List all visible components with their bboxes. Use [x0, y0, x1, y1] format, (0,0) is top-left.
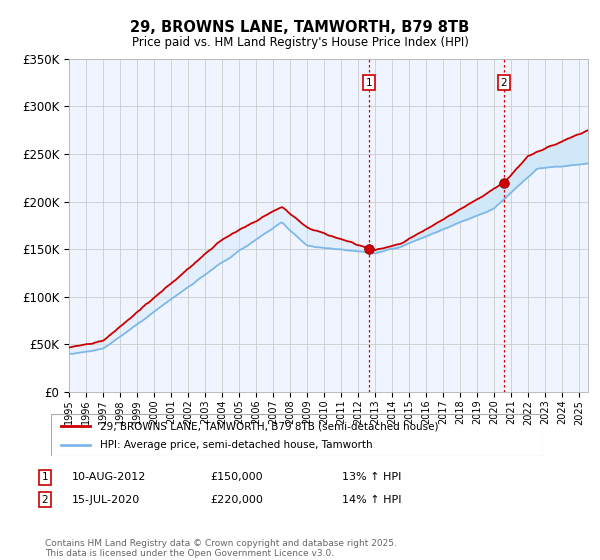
Text: 14% ↑ HPI: 14% ↑ HPI [342, 494, 401, 505]
Text: 13% ↑ HPI: 13% ↑ HPI [342, 472, 401, 482]
Text: £220,000: £220,000 [210, 494, 263, 505]
Text: Contains HM Land Registry data © Crown copyright and database right 2025.
This d: Contains HM Land Registry data © Crown c… [45, 539, 397, 558]
Text: 2: 2 [500, 78, 507, 87]
Text: 1: 1 [41, 472, 49, 482]
Text: £150,000: £150,000 [210, 472, 263, 482]
Text: 1: 1 [365, 78, 372, 87]
Text: 15-JUL-2020: 15-JUL-2020 [72, 494, 140, 505]
Text: 29, BROWNS LANE, TAMWORTH, B79 8TB (semi-detached house): 29, BROWNS LANE, TAMWORTH, B79 8TB (semi… [100, 421, 439, 431]
Text: 10-AUG-2012: 10-AUG-2012 [72, 472, 146, 482]
Text: HPI: Average price, semi-detached house, Tamworth: HPI: Average price, semi-detached house,… [100, 440, 373, 450]
Text: Price paid vs. HM Land Registry's House Price Index (HPI): Price paid vs. HM Land Registry's House … [131, 36, 469, 49]
Text: 2: 2 [41, 494, 49, 505]
Text: 29, BROWNS LANE, TAMWORTH, B79 8TB: 29, BROWNS LANE, TAMWORTH, B79 8TB [130, 20, 470, 35]
